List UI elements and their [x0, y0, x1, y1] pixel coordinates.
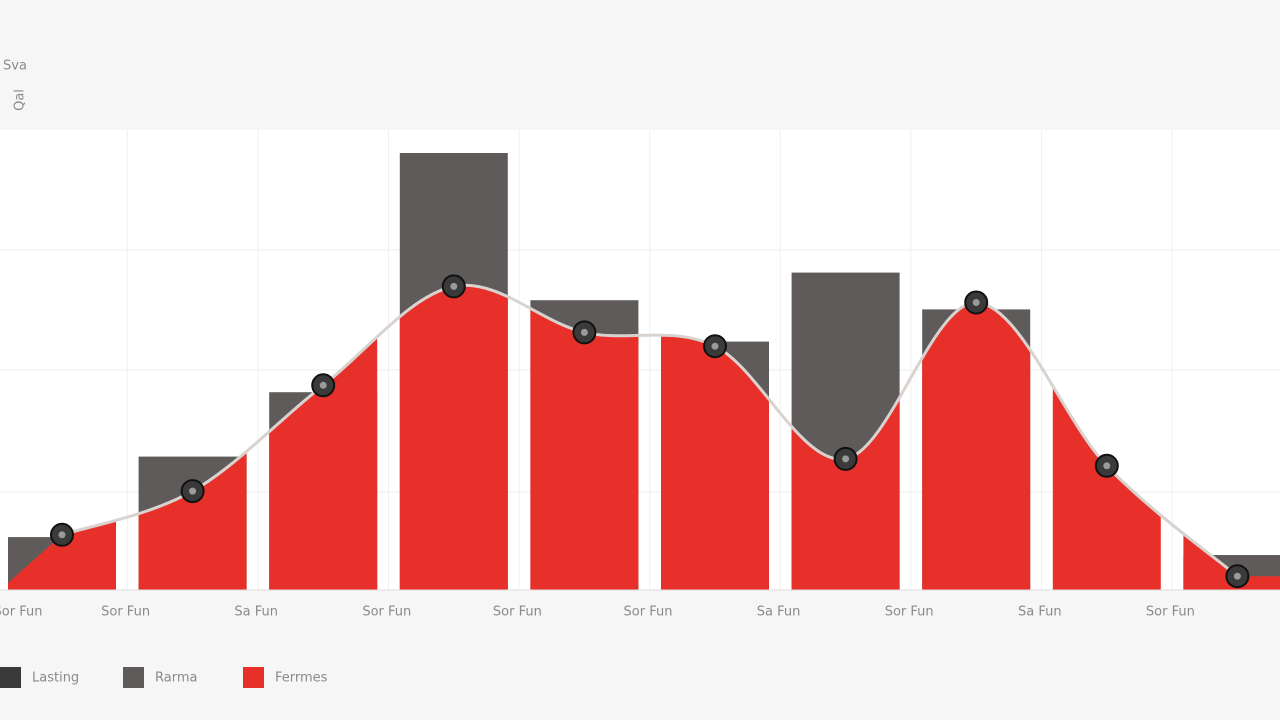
legend-label: Ferrmes: [275, 671, 328, 686]
marker-dot: [58, 531, 66, 539]
x-tick-label: Sor Fun: [885, 605, 934, 620]
marker-dot: [842, 455, 850, 463]
x-tick-label: Sor Fun: [362, 605, 411, 620]
legend-swatch: [243, 667, 264, 688]
x-tick-label: Sor Fun: [624, 605, 673, 620]
marker-dot: [450, 282, 458, 290]
marker-dot: [711, 342, 719, 350]
x-tick-label: Sor Fun: [101, 605, 150, 620]
marker-dot: [319, 381, 327, 389]
legend-swatch: [123, 667, 144, 688]
line: [61, 283, 1239, 578]
marker-dot: [189, 487, 197, 495]
marker-dot: [972, 299, 980, 306]
marker-dot: [580, 328, 588, 336]
x-tick-label: Sor Fun: [0, 605, 42, 620]
x-tick-label: Sa Fun: [757, 605, 801, 620]
legend-swatch: [0, 667, 21, 688]
x-tick-label: Sa Fun: [1018, 605, 1062, 620]
x-tick-label: Sor Fun: [493, 605, 542, 620]
chart-title: Sva: [3, 59, 27, 74]
x-tick-label: Sor Fun: [1146, 605, 1195, 620]
y-axis-label: Qal: [13, 89, 28, 111]
legend-label: Rarma: [155, 671, 197, 686]
marker-dot: [1233, 572, 1241, 580]
marker-dot: [1103, 462, 1111, 470]
x-tick-label: Sa Fun: [234, 605, 278, 620]
legend-label: Lasting: [32, 671, 79, 686]
